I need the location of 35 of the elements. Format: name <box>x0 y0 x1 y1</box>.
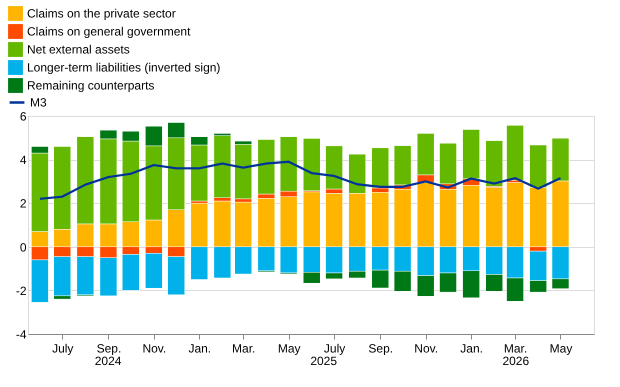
bar <box>506 125 524 181</box>
bar <box>325 146 343 190</box>
x-tick-label: Jan. <box>460 342 483 356</box>
x-tick-label: Mar. <box>504 342 528 356</box>
legend-label: Claims on general government <box>27 24 192 38</box>
x-tick-label: July <box>52 342 74 356</box>
legend-label: Claims on the private sector <box>27 6 176 20</box>
text: 2025 <box>310 354 338 368</box>
line-series <box>38 160 562 200</box>
bar <box>258 139 276 194</box>
legend-label: Remaining counterparts <box>27 78 154 92</box>
y-tick-label: 2 <box>20 196 27 211</box>
x-tick-label: Jan. <box>188 342 212 356</box>
x-tick-label: July <box>324 342 346 356</box>
x-tick-label: Mar. <box>232 342 256 356</box>
x-tick-label: Sep. <box>96 342 122 356</box>
bar <box>372 148 389 188</box>
x-tick-label: May <box>278 342 300 356</box>
legend-label: M3 <box>30 96 47 110</box>
y-tick-label: -4 <box>16 328 27 342</box>
bar <box>234 144 252 200</box>
y-tick-label: 6 <box>20 110 27 124</box>
x-tick-label: May <box>550 342 572 356</box>
text: 2026 <box>502 354 530 368</box>
y-tick-label: 0 <box>20 240 27 254</box>
y-tick-label: 4 <box>20 153 27 168</box>
bar <box>214 135 232 198</box>
x-tick-label: Sep. <box>368 342 394 356</box>
y-tick-label: -2 <box>16 284 27 298</box>
text: 2024 <box>94 354 122 368</box>
x-tick-label: Nov. <box>142 342 166 356</box>
bar <box>394 145 412 186</box>
legend-label: Net external assets <box>27 42 130 56</box>
x-tick-label: Nov. <box>414 342 438 356</box>
legend-label: Longer-term liabilities (inverted sign) <box>27 60 220 74</box>
